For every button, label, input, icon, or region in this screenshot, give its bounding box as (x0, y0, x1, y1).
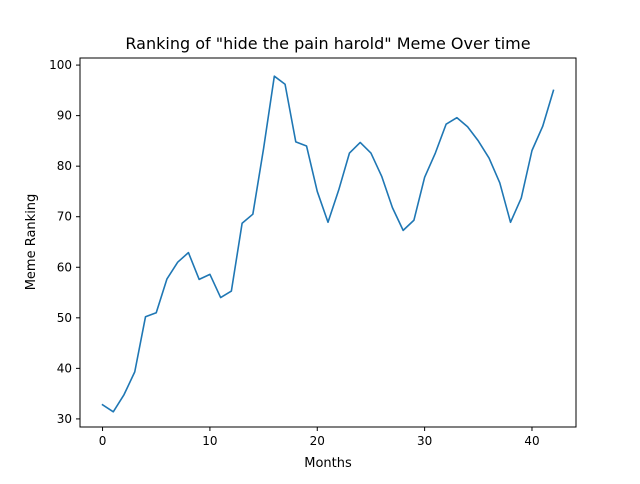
plot-frame (79, 57, 577, 428)
x-axis-label: Months (304, 456, 352, 471)
x-tick-label: 30 (417, 434, 432, 448)
axis-ticks: 0 10 20 30 40 30 40 50 60 70 80 90 100 (49, 58, 540, 448)
y-tick-label: 40 (57, 361, 72, 375)
x-tick-label: 10 (202, 434, 217, 448)
plot-area (80, 58, 576, 427)
x-tick-label: 40 (524, 434, 539, 448)
y-tick-label: 60 (57, 260, 72, 274)
y-tick-label: 80 (57, 159, 72, 173)
y-tick-label: 50 (57, 311, 72, 325)
y-tick-label: 100 (49, 58, 72, 72)
x-tick-label: 20 (310, 434, 325, 448)
chart-title: Ranking of "hide the pain harold" Meme O… (125, 34, 530, 53)
y-axis-label: Meme Ranking (24, 194, 39, 291)
y-tick-label: 70 (57, 210, 72, 224)
series-layer (101, 75, 555, 413)
series-line-0 (101, 75, 555, 413)
x-tick-label: 0 (99, 434, 107, 448)
y-tick-label: 30 (57, 412, 72, 426)
y-tick-label: 90 (57, 109, 72, 123)
